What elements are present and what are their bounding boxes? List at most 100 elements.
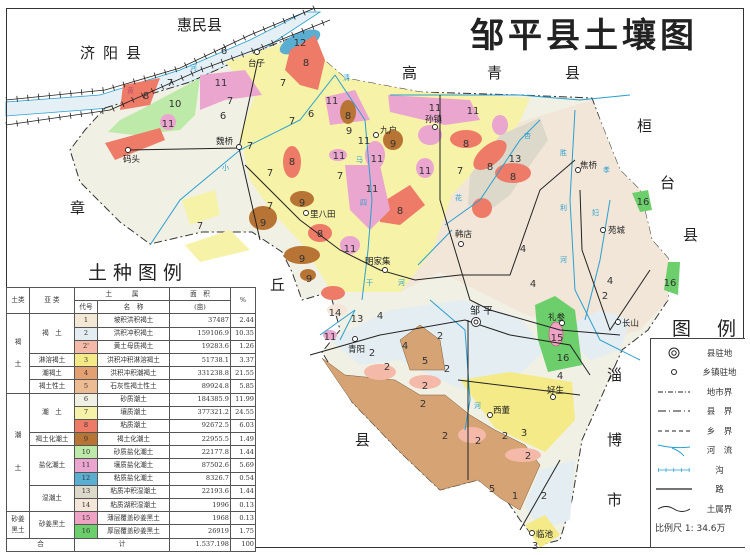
subclass-cell: 潮 土 (29, 392, 75, 434)
river-label: 黄 (127, 86, 134, 95)
legend-label: 地市界 (706, 387, 733, 398)
name-cell: 壤质潮土 (97, 405, 170, 420)
place-linchi: 临池 (536, 529, 554, 540)
legend-row: 14 粘质湖积湿潮土 1996 0.13 (7, 497, 256, 513)
soil-code-label: 13 (351, 314, 364, 325)
soil-code-label: 4 (520, 244, 526, 255)
soil-zone-12 (279, 29, 321, 55)
soil-code-label: 4 (607, 276, 613, 287)
soil-code-label: 7 (227, 96, 233, 107)
place-taizi: 台子 (248, 58, 266, 69)
header-area: 面 积 (169, 286, 231, 302)
soil-code-label: 7 (280, 78, 286, 89)
legend-item: 乡镇驻地 (651, 363, 745, 383)
code-cell: 7 (74, 405, 98, 420)
area-cell: 1968 (169, 511, 231, 526)
river-icon (657, 444, 691, 457)
soil-zone-16 (535, 190, 680, 372)
legend-item: 县 界 (651, 402, 745, 422)
percent-cell: 11.99 (230, 392, 256, 407)
soil-code-label: 11 (358, 136, 371, 147)
soil-code-label: 2 (502, 431, 508, 442)
area-cell: 22177.8 (169, 445, 231, 460)
neighbor-xian-ht: 县 (683, 226, 698, 244)
town-seat-icon (550, 394, 556, 400)
header-soil-class: 土类 (6, 286, 30, 315)
area-cell: 51738.1 (169, 352, 231, 368)
neighbor-tai: 台 (660, 174, 675, 192)
code-cell: 13 (74, 484, 98, 500)
percent-cell: 1.44 (230, 484, 256, 500)
river-label: 小 (222, 163, 229, 172)
legend-label: 沟 (715, 465, 724, 476)
legend-row: 潮 土潮 土 6 砂质潮土 184385.9 11.99 (6, 392, 256, 513)
soil-code-label: 7 (267, 201, 273, 212)
code-cell: 14 (74, 497, 98, 513)
neighbor-qing: 青 (487, 64, 502, 82)
river-label: 孝 (603, 166, 610, 174)
soil-code-label: 4 (377, 311, 383, 322)
neighbor-huan: 桓 (637, 117, 652, 135)
name-cell: 褐土化潮土 (97, 432, 170, 447)
legend-row: 褐土化潮土 9 褐土化潮土 22955.5 1.49 (7, 432, 256, 447)
map-title: 邹平县土壤图 (470, 16, 698, 56)
town-seat-icon (303, 210, 309, 216)
river-label: 马 (356, 156, 363, 164)
area-cell: 331238.8 (169, 366, 231, 381)
percent-cell: 1.26 (230, 339, 256, 354)
percent-cell: 5.85 (230, 379, 256, 394)
soil-code-label: 2 (420, 399, 426, 410)
soil-legend-table: 土类 亚 类 土 属 面 积 % 代号 名 称 (亩) 褐 土褐 土 1 坡积洪积褐… (6, 286, 256, 552)
soil-code-label: 3 (521, 428, 527, 439)
code-cell: 10 (74, 445, 98, 460)
soil-code-label: 8 (143, 91, 149, 102)
river-label: 利 (560, 203, 567, 212)
name-cell: 粘质湖积湿潮土 (97, 497, 170, 513)
town-seat-icon (254, 49, 260, 55)
name-cell: 粘质冲积湿潮土 (97, 484, 170, 500)
soil-code-label: 2 (369, 348, 375, 359)
soil-code-label: 8 (303, 58, 309, 69)
legend-row: 16 厚层覆盖砂姜黑土 26919 1.75 (7, 524, 256, 539)
code-cell: 12 (74, 471, 98, 486)
place-yuancheng: 苑城 (608, 225, 626, 236)
soil-code-label: 9 (390, 139, 396, 150)
legend-item: 河 流 (651, 441, 745, 461)
legend-item: 乡 界 (651, 421, 745, 441)
town-seat-icon (575, 167, 581, 173)
county-seat-icon (668, 347, 680, 359)
town-seat-icon (236, 144, 242, 150)
name-cell: 石灰性褐土性土 (97, 379, 170, 394)
header-subclass: 亚 类 (29, 286, 75, 315)
subclass-cell: 潮褐土 (29, 366, 75, 381)
neighbor-jiyang: 济阳县 (80, 44, 149, 62)
soil-code-label: 9 (299, 254, 305, 265)
header-code: 代号 (74, 300, 98, 315)
header-genus: 土 属 (74, 286, 170, 302)
symbol-legend: 县驻地 乡镇驻地 地市界 县 界 乡 界 河 流 沟 路 土属界 比例尺 1: … (650, 338, 745, 548)
soil-code-label: 2 (541, 491, 547, 502)
railroad (5, 5, 332, 128)
place-libatian: 里八田 (310, 210, 336, 220)
soil-zone-11 (160, 70, 508, 340)
subclass-cell: 褐 土 (29, 313, 75, 354)
soil-code-label: 2 (475, 436, 481, 447)
map-scale: 比例尺 1: 34.6万 (655, 523, 726, 534)
soil-code-label: 4 (530, 279, 536, 290)
area-cell: 22955.5 (169, 432, 231, 447)
legend-item: 土属界 (651, 499, 745, 519)
neighbor-shi: 市 (607, 491, 622, 509)
place-jiaoqiao: 焦桥 (580, 160, 598, 171)
river-label: 清 (343, 73, 350, 82)
river-label: 河 (560, 256, 567, 264)
percent-cell: 0.13 (230, 511, 256, 526)
soil-legend-title: 土种图例 (88, 262, 189, 284)
soil-code-label: 6 (220, 111, 226, 122)
subclass-cell: 褐土性土 (29, 379, 75, 394)
town-seat-icon (529, 530, 535, 536)
rivers (149, 74, 641, 431)
town-seat-icon (432, 124, 438, 130)
name-cell: 粘质潮土 (97, 418, 170, 434)
neighbor-bo: 博 (607, 431, 622, 449)
